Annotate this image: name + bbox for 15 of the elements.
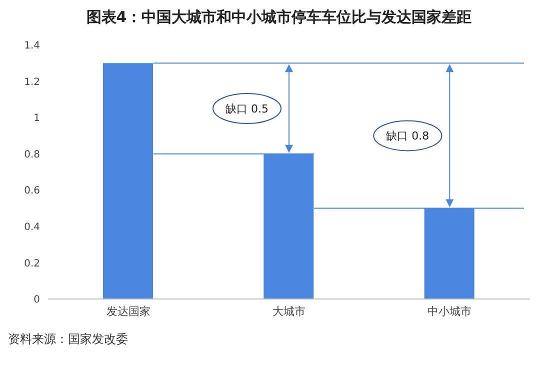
y-tick-label: 0.6 <box>24 186 40 197</box>
text: 资料来源：国家发改委 <box>8 331 129 348</box>
chart-title: 图表4：中国大城市和中小城市停车车位比与发达国家差距 <box>85 8 473 27</box>
y-tick-label: 0.4 <box>24 222 40 233</box>
annotation: 缺口 0.8 <box>386 130 430 143</box>
x-tick-label: 中小城市 <box>428 304 472 318</box>
y-tick-label: 1.2 <box>24 76 40 88</box>
y-tick-label: 0.8 <box>24 149 40 160</box>
y-tick-label: 1.4 <box>24 40 40 52</box>
x-tick-label: 发达国家 <box>106 304 150 318</box>
y-tick-label: 0.2 <box>24 258 40 270</box>
y-tick-label: 0 <box>34 294 40 306</box>
y-tick-label: 1 <box>34 113 40 124</box>
annotation: 缺口 0.5 <box>226 102 268 116</box>
x-tick-label: 大城市 <box>272 304 306 318</box>
